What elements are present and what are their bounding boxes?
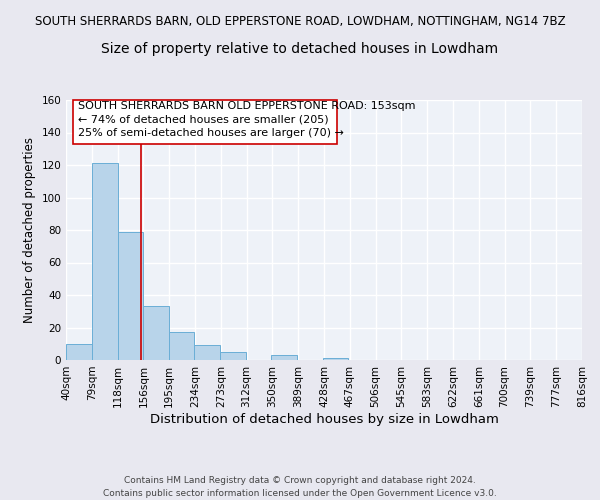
Bar xyxy=(194,346,220,360)
FancyBboxPatch shape xyxy=(73,100,337,144)
Bar xyxy=(118,232,143,360)
Bar xyxy=(271,355,297,360)
Bar xyxy=(323,358,349,360)
Bar xyxy=(169,332,194,360)
Y-axis label: Number of detached properties: Number of detached properties xyxy=(23,137,36,323)
Text: SOUTH SHERRARDS BARN OLD EPPERSTONE ROAD: 153sqm
← 74% of detached houses are sm: SOUTH SHERRARDS BARN OLD EPPERSTONE ROAD… xyxy=(78,102,415,138)
Bar xyxy=(66,344,92,360)
Bar xyxy=(143,306,169,360)
X-axis label: Distribution of detached houses by size in Lowdham: Distribution of detached houses by size … xyxy=(149,412,499,426)
Bar xyxy=(92,164,118,360)
Text: SOUTH SHERRARDS BARN, OLD EPPERSTONE ROAD, LOWDHAM, NOTTINGHAM, NG14 7BZ: SOUTH SHERRARDS BARN, OLD EPPERSTONE ROA… xyxy=(35,15,565,28)
Text: Size of property relative to detached houses in Lowdham: Size of property relative to detached ho… xyxy=(101,42,499,56)
Text: Contains HM Land Registry data © Crown copyright and database right 2024.
Contai: Contains HM Land Registry data © Crown c… xyxy=(103,476,497,498)
Bar xyxy=(220,352,246,360)
